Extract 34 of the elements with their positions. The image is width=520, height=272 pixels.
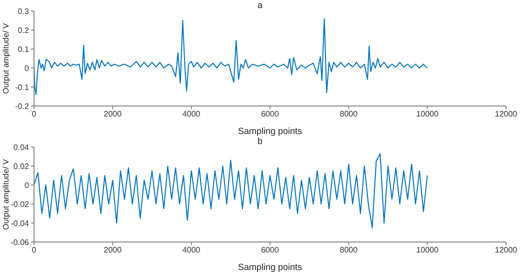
x-tick-label: 2000 — [104, 110, 122, 119]
x-tick-label: 10000 — [416, 110, 440, 119]
y-tick-label: -0.02 — [10, 200, 30, 209]
y-tick-label: 0.1 — [18, 44, 30, 54]
x-tick-label: 10000 — [416, 246, 440, 255]
x-tick-label: 8000 — [340, 110, 358, 119]
x-axis-title: Sampling points — [238, 126, 303, 136]
x-tick-label: 8000 — [340, 246, 358, 255]
x-axis-title: Sampling points — [238, 262, 303, 272]
x-tick-label: 4000 — [182, 246, 201, 255]
y-tick-label: 0.3 — [18, 6, 30, 16]
x-tick-label: 4000 — [182, 110, 201, 119]
x-tick-label: 0 — [32, 110, 37, 119]
chart-title: b — [257, 136, 262, 146]
y-tick-label: -0.1 — [15, 82, 30, 92]
line-series — [34, 153, 428, 228]
line-series — [34, 18, 428, 96]
x-tick-label: 2000 — [104, 246, 122, 255]
x-tick-label: 0 — [32, 246, 37, 255]
y-tick-label: 0 — [24, 64, 30, 73]
y-tick-label: -0.06 — [10, 238, 30, 247]
y-tick-label: -0.2 — [15, 102, 30, 111]
x-tick-label: 6000 — [261, 246, 280, 255]
x-tick-label: 12000 — [494, 246, 518, 255]
y-tick-label: -0.04 — [10, 218, 30, 228]
y-tick-label: 0 — [24, 180, 30, 190]
x-tick-label: 12000 — [494, 110, 518, 119]
y-tick-label: 0.02 — [13, 162, 30, 171]
y-tick-label: 0.2 — [18, 26, 30, 35]
y-axis-title: Output amplitude/ V — [2, 158, 10, 230]
x-tick-label: 6000 — [261, 110, 280, 119]
chart-title: a — [257, 0, 262, 10]
y-axis-title: Output amplitude/ V — [2, 22, 10, 94]
y-tick-label: 0.04 — [13, 142, 30, 152]
